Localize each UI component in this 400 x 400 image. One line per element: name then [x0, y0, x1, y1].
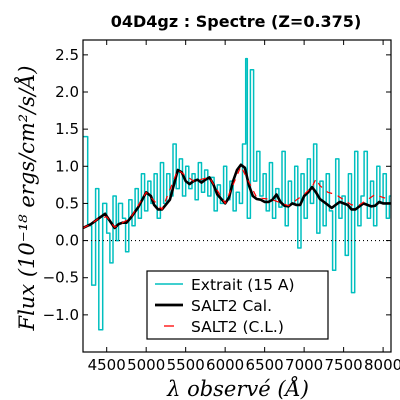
y-tick-label: 2.0 — [55, 83, 79, 101]
x-tick-label: 5500 — [167, 356, 205, 374]
x-tick-label: 8000 — [364, 356, 400, 374]
plot-frame — [82, 39, 392, 353]
y-tick-label: −0.5 — [43, 269, 79, 287]
svg-text:Flux (10⁻¹⁸ ergs/cm²/s/Å): Flux (10⁻¹⁸ ergs/cm²/s/Å) — [14, 66, 39, 332]
legend-label-3: SALT2 (C.L.) — [191, 318, 284, 336]
svg-text:λ observé (Å): λ observé (Å) — [166, 376, 309, 400]
x-tick-label: 6000 — [206, 356, 244, 374]
x-tick-label: 4500 — [88, 356, 126, 374]
plot-border — [82, 39, 392, 353]
y-tick-label: 2.5 — [55, 46, 79, 64]
x-tick-label: 5000 — [127, 356, 165, 374]
x-axis-label: λ observé (Å) — [166, 376, 309, 400]
y-tick-label: −1.0 — [43, 306, 79, 324]
x-tick-label: 7500 — [325, 356, 363, 374]
series-line-3 — [83, 165, 391, 229]
y-tick-label: 0.0 — [55, 232, 79, 250]
y-axis-label: Flux (10⁻¹⁸ ergs/cm²/s/Å) — [14, 66, 39, 332]
x-tick-label: 7000 — [285, 356, 323, 374]
x-tick-label: 6500 — [246, 356, 284, 374]
legend-label-1: Extrait (15 A) — [191, 276, 295, 294]
y-tick-label: 1.0 — [55, 157, 79, 175]
legend-label-2: SALT2 Cal. — [191, 297, 272, 315]
y-tick-label: 1.5 — [55, 120, 79, 138]
chart-title: 04D4gz : Spectre (Z=0.375) — [111, 12, 362, 31]
ticks-layer: 4500 5000 5500 6000 6500 7000 7500 8000 −1.0 −0.5… — [43, 40, 400, 374]
legend: Extrait (15 A) SALT2 Cal. SALT2 (C.L.) — [146, 270, 329, 340]
series-line-1 — [83, 57, 391, 331]
series-layer — [83, 57, 391, 331]
series-line-2 — [83, 163, 391, 230]
y-tick-label: 0.5 — [55, 194, 79, 212]
